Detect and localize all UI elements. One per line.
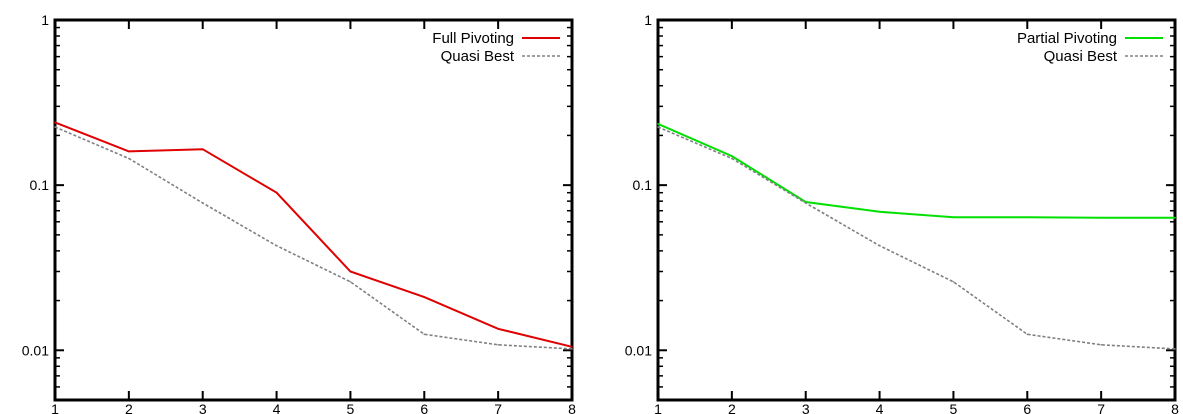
y-tick-label: 0.1: [633, 177, 653, 193]
x-tick-label: 6: [420, 401, 428, 414]
legend-label: Partial Pivoting: [1017, 30, 1117, 47]
x-tick-label: 1: [51, 401, 59, 414]
data-point: [731, 157, 733, 160]
y-tick-label: 0.01: [625, 342, 652, 358]
data-point: [571, 348, 573, 350]
x-tick-label: 8: [568, 401, 576, 414]
x-tick-label: 5: [950, 401, 958, 414]
data-point: [878, 244, 881, 247]
data-point: [497, 343, 499, 346]
x-tick-label: 8: [1171, 401, 1179, 414]
data-point: [54, 121, 56, 124]
data-point: [731, 155, 733, 157]
data-point: [349, 280, 352, 283]
data-point: [201, 148, 204, 151]
data-point: [571, 345, 573, 348]
data-point: [657, 123, 659, 125]
data-point: [423, 296, 426, 298]
x-tick-label: 4: [876, 401, 884, 414]
data-point: [1174, 348, 1176, 350]
data-point: [1026, 333, 1029, 336]
legend-label: Quasi Best: [1044, 48, 1118, 65]
y-tick-label: 1: [644, 12, 652, 28]
data-point: [349, 270, 352, 273]
x-tick-label: 7: [494, 401, 502, 414]
legend-label: Quasi Best: [441, 48, 515, 65]
data-point: [1026, 216, 1029, 218]
data-point: [275, 191, 278, 194]
data-point: [54, 126, 56, 128]
data-point: [423, 333, 426, 336]
y-tick-label: 0.01: [22, 342, 49, 358]
data-point: [128, 157, 130, 160]
data-point: [878, 210, 881, 213]
x-tick-label: 2: [125, 401, 133, 414]
x-tick-label: 4: [273, 401, 281, 414]
series-line-full-pivoting: [54, 121, 573, 348]
x-tick-label: 6: [1023, 401, 1031, 414]
plot-frame: [656, 18, 1177, 402]
data-point: [657, 126, 659, 128]
x-tick-label: 7: [1097, 401, 1105, 414]
x-tick-label: 5: [347, 401, 355, 414]
x-tick-label: 2: [728, 401, 736, 414]
data-point: [275, 244, 278, 247]
x-tick-label: 1: [654, 401, 662, 414]
series-line-partial-pivoting: [657, 122, 1175, 219]
legend-label: Full Pivoting: [432, 30, 514, 47]
x-tick-label: 3: [802, 401, 810, 414]
data-point: [952, 216, 955, 218]
x-tick-label: 3: [199, 401, 207, 414]
y-tick-label: 1: [41, 12, 49, 28]
series-line-quasi-best: [54, 126, 573, 350]
data-point: [952, 280, 955, 283]
series-line-quasi-best: [657, 126, 1176, 350]
data-point: [201, 202, 204, 204]
y-tick-label: 0.1: [30, 177, 50, 193]
plot-frame: [53, 18, 574, 402]
data-point: [128, 150, 130, 153]
data-point: [804, 202, 807, 204]
data-point: [1100, 343, 1102, 346]
data-point: [1100, 216, 1102, 219]
data-point: [1174, 216, 1176, 219]
data-point: [497, 327, 499, 330]
